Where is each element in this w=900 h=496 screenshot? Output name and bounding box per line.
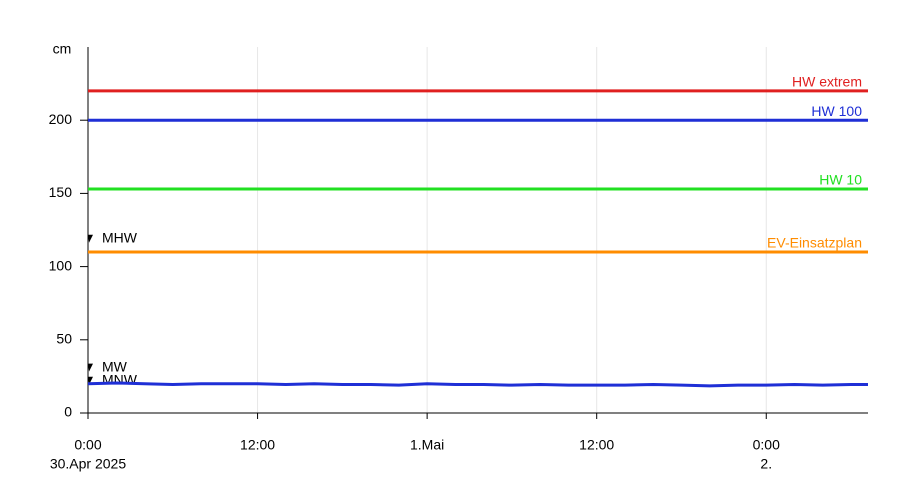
x-tick-label: 1.Mai: [410, 437, 444, 453]
marker-arrow: [88, 234, 93, 243]
threshold-label: HW extrem: [792, 74, 862, 90]
threshold-label: EV-Einsatzplan: [767, 235, 862, 251]
x-tick-label: 12:00: [579, 437, 614, 453]
y-tick-label: 50: [56, 331, 72, 347]
date-label: 2.: [760, 456, 772, 472]
marker-arrow: [88, 363, 93, 372]
x-tick-label: 0:00: [74, 437, 101, 453]
y-tick-label: 100: [49, 257, 73, 273]
x-tick-label: 0:00: [753, 437, 780, 453]
y-tick-label: 150: [49, 184, 73, 200]
y-tick-label: 200: [49, 111, 73, 127]
date-label: 30.Apr 2025: [50, 456, 126, 472]
water-level-line: [87, 381, 868, 388]
y-tick-label: 0: [64, 404, 72, 420]
marker-label: MHW: [102, 229, 138, 245]
threshold-label: HW 10: [819, 172, 862, 188]
y-axis-label: cm: [53, 41, 72, 57]
marker-label: MW: [102, 358, 128, 374]
marker-label: MNW: [102, 371, 138, 387]
threshold-label: HW 100: [811, 103, 862, 119]
x-tick-label: 12:00: [240, 437, 275, 453]
